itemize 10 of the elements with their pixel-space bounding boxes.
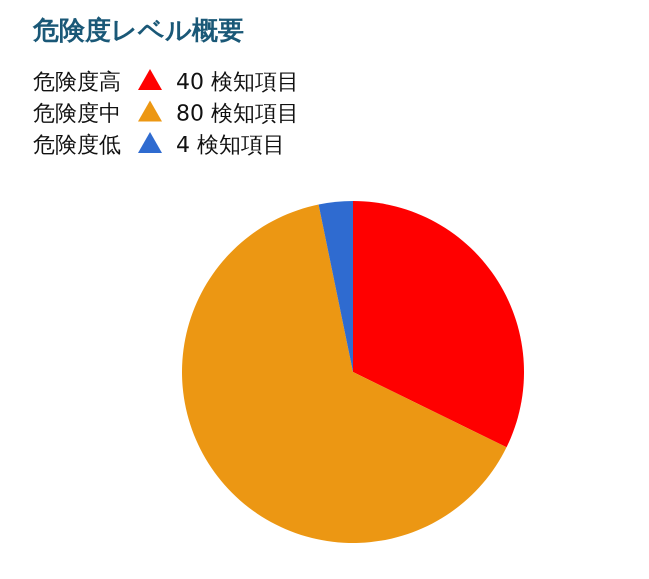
chart-title: 危険度レベル概要: [32, 16, 244, 46]
data-label: 4 検知項目: [176, 132, 285, 158]
data-label: 80 検知項目: [176, 101, 299, 126]
legend-label: 危険度高: [33, 70, 121, 95]
legend-label: 危険度中: [33, 101, 121, 126]
pie-slice: [318, 201, 353, 372]
pie-slice: [353, 201, 524, 448]
pie-slice: [182, 204, 507, 543]
legend-label: 危険度低: [33, 132, 121, 158]
data-label: 40 検知項目: [176, 70, 299, 95]
